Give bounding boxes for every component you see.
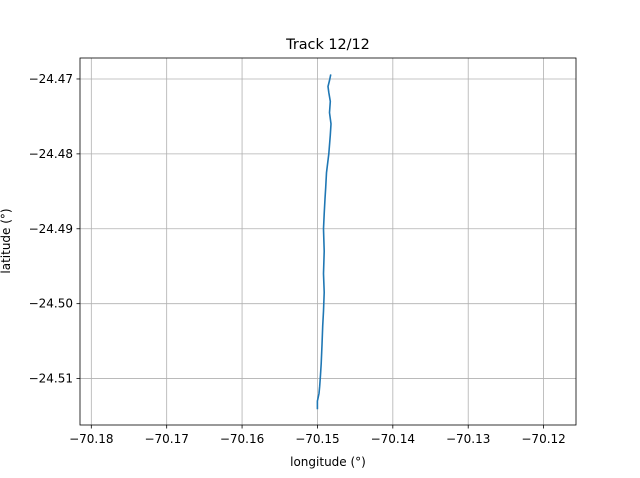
track-line xyxy=(316,74,332,410)
y-tick-label: −24.50 xyxy=(29,297,73,311)
x-tick-label: −70.14 xyxy=(371,432,415,446)
y-tick-label: −24.48 xyxy=(29,147,73,161)
x-tick-label: −70.16 xyxy=(220,432,264,446)
x-tick-label: −70.18 xyxy=(69,432,113,446)
grid xyxy=(80,58,576,425)
x-tick-label: −70.13 xyxy=(446,432,490,446)
x-tick-label: −70.17 xyxy=(144,432,188,446)
y-tick-label: −24.51 xyxy=(29,372,73,386)
y-tick-label: −24.47 xyxy=(29,72,73,86)
y-axis-label: latitude (°) xyxy=(0,208,13,273)
plot-frame xyxy=(79,57,577,426)
x-axis-ticks: −70.18 −70.17 −70.16 −70.15 −70.14 −70.13 −70.… xyxy=(69,425,566,446)
x-tick-label: −70.15 xyxy=(295,432,339,446)
series-layer xyxy=(316,74,332,410)
y-axis-ticks: −24.47 −24.48 −24.49 −24.50 −24.51 xyxy=(29,72,80,386)
y-tick-label: −24.49 xyxy=(29,222,73,236)
x-tick-label: −70.12 xyxy=(521,432,565,446)
chart-title: Track 12/12 xyxy=(285,37,370,53)
x-axis-label: longitude (°) xyxy=(290,455,366,469)
